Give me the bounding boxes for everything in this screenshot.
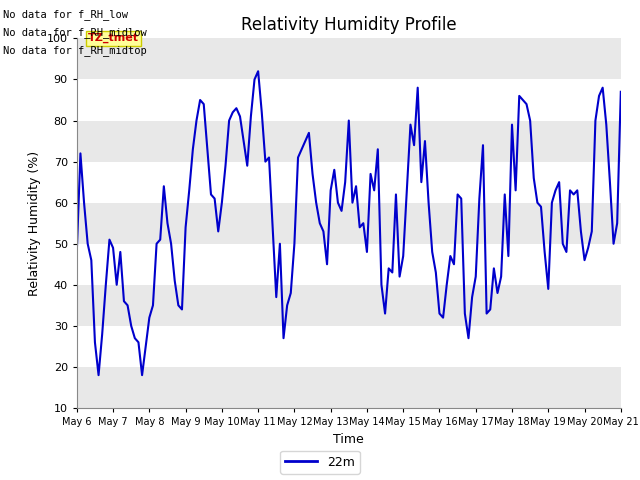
Text: TZ_tmet: TZ_tmet: [88, 33, 139, 44]
Bar: [77, 120, 621, 162]
Bar: [77, 285, 621, 326]
Bar: [77, 367, 621, 408]
Y-axis label: Relativity Humidity (%): Relativity Humidity (%): [28, 151, 41, 296]
Text: No data for f_RH_midlow: No data for f_RH_midlow: [3, 27, 147, 38]
Title: Relativity Humidity Profile: Relativity Humidity Profile: [241, 16, 456, 34]
Text: No data for f_RH_low: No data for f_RH_low: [3, 9, 128, 20]
Bar: [77, 203, 621, 244]
Text: No data for f_RH_midtop: No data for f_RH_midtop: [3, 45, 147, 56]
X-axis label: Time: Time: [333, 432, 364, 445]
Legend: 22m: 22m: [280, 451, 360, 474]
Bar: [77, 38, 621, 80]
